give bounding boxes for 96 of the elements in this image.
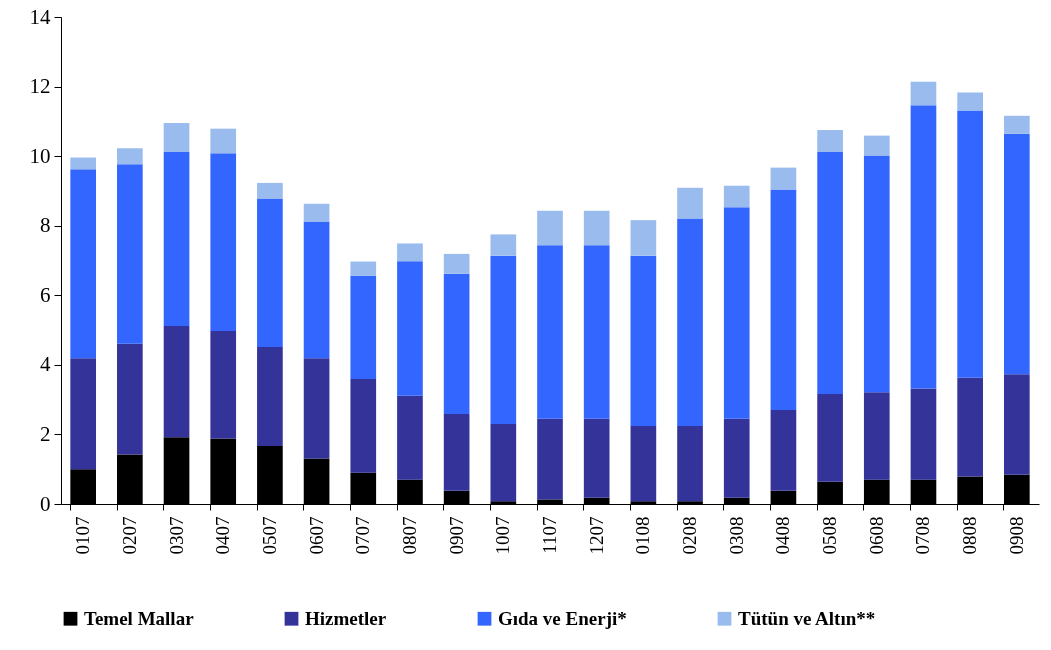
bar <box>677 187 703 219</box>
bar <box>397 395 423 480</box>
bar <box>957 110 983 378</box>
y-tick-label: 2 <box>40 421 51 446</box>
bar <box>117 343 143 455</box>
bar <box>163 151 190 326</box>
bar <box>210 128 237 154</box>
bar <box>443 253 470 274</box>
y-tick-label: 6 <box>40 282 51 307</box>
x-tick-label: 0208 <box>679 516 701 555</box>
x-tick-label: 0508 <box>819 516 841 555</box>
bar <box>723 185 750 208</box>
bar <box>677 218 703 427</box>
bar <box>490 255 517 424</box>
bar <box>630 220 657 256</box>
y-tick-label: 12 <box>29 74 51 99</box>
bar <box>630 255 657 427</box>
legend-label: Temel Mallar <box>84 607 195 629</box>
bar <box>583 245 610 419</box>
bar <box>537 418 563 500</box>
bar <box>397 243 423 262</box>
bar <box>350 261 377 276</box>
x-tick-label: 0307 <box>165 516 187 555</box>
x-tick-label: 0107 <box>72 516 94 555</box>
bar <box>1003 133 1030 375</box>
x-tick-label: 0308 <box>725 516 747 555</box>
y-tick-label: 4 <box>40 352 51 377</box>
x-tick-label: 0108 <box>632 516 654 555</box>
x-tick-label: 0608 <box>865 516 887 555</box>
bar <box>723 418 750 498</box>
bar <box>350 275 377 380</box>
x-tick-label: 0408 <box>772 516 794 555</box>
bar <box>303 221 330 359</box>
x-tick-label: 0607 <box>305 516 327 555</box>
bar <box>583 418 610 498</box>
bar <box>257 347 283 446</box>
bar <box>257 182 283 199</box>
bar <box>910 81 937 106</box>
y-tick-label: 8 <box>40 213 51 238</box>
bar <box>723 207 750 419</box>
legend-label: Gıda ve Enerji* <box>498 607 627 629</box>
legend-label: Hizmetler <box>305 607 387 629</box>
bar <box>210 331 237 439</box>
bar <box>817 394 843 482</box>
bar <box>443 413 470 491</box>
bar <box>817 130 843 152</box>
bar <box>770 167 797 190</box>
bar <box>210 153 237 332</box>
bar <box>117 164 143 344</box>
legend-label: Tütün ve Altın** <box>738 607 876 629</box>
bar <box>957 92 983 111</box>
bar <box>163 325 190 438</box>
x-tick-label: 0808 <box>959 516 981 555</box>
bar <box>257 198 283 348</box>
bar <box>910 388 937 480</box>
bar <box>910 105 937 389</box>
bar <box>630 426 657 502</box>
bar <box>303 203 330 222</box>
y-tick-label: 10 <box>29 143 51 168</box>
bar <box>117 148 143 165</box>
y-tick-label: 0 <box>40 491 51 516</box>
bar <box>490 423 517 502</box>
x-tick-label: 0707 <box>352 516 374 555</box>
bar <box>863 392 890 480</box>
bar <box>443 273 470 414</box>
bar <box>163 123 190 152</box>
bar <box>303 358 330 459</box>
bar <box>70 157 97 170</box>
x-tick-label: 0708 <box>912 516 934 555</box>
x-tick-label: 0207 <box>118 516 140 555</box>
bar <box>583 210 610 246</box>
x-tick-label: 0807 <box>398 516 420 555</box>
bar <box>957 377 983 477</box>
bar <box>537 210 563 246</box>
bar <box>70 169 97 359</box>
bar <box>770 410 797 491</box>
bar <box>1003 115 1030 134</box>
bar <box>863 135 890 156</box>
y-tick-label: 14 <box>29 4 51 29</box>
bar <box>537 245 563 419</box>
bar <box>817 151 843 395</box>
bar <box>863 155 890 393</box>
x-tick-label: 0907 <box>445 516 467 555</box>
bar <box>490 234 517 256</box>
x-tick-label: 1207 <box>585 516 607 555</box>
bar <box>350 379 377 473</box>
bar <box>397 261 423 396</box>
bar <box>770 189 797 411</box>
bar <box>70 358 97 470</box>
bar <box>1003 374 1030 475</box>
x-tick-label: 1007 <box>492 516 514 555</box>
x-tick-label: 0407 <box>212 516 234 555</box>
x-tick-label: 1107 <box>539 516 560 554</box>
x-tick-label: 0908 <box>1005 516 1027 555</box>
bar <box>677 426 703 502</box>
x-tick-label: 0507 <box>258 516 280 555</box>
